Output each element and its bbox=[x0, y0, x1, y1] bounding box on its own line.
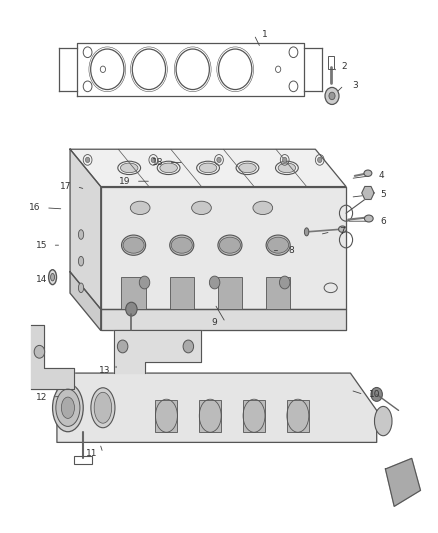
Circle shape bbox=[283, 157, 287, 163]
Text: 1: 1 bbox=[262, 30, 268, 39]
Bar bbox=[199, 400, 221, 432]
Ellipse shape bbox=[218, 235, 242, 255]
Ellipse shape bbox=[78, 230, 84, 239]
Ellipse shape bbox=[304, 228, 309, 236]
Ellipse shape bbox=[123, 237, 144, 253]
Text: 4: 4 bbox=[378, 172, 384, 180]
Ellipse shape bbox=[364, 215, 373, 222]
Circle shape bbox=[183, 340, 194, 353]
Circle shape bbox=[85, 157, 90, 163]
Circle shape bbox=[126, 302, 137, 316]
Ellipse shape bbox=[78, 256, 84, 266]
Ellipse shape bbox=[253, 201, 272, 215]
Text: 2: 2 bbox=[341, 62, 346, 71]
Ellipse shape bbox=[339, 226, 346, 232]
Polygon shape bbox=[70, 149, 101, 309]
Ellipse shape bbox=[94, 392, 112, 423]
Text: 6: 6 bbox=[380, 217, 386, 225]
Circle shape bbox=[209, 276, 220, 289]
Ellipse shape bbox=[268, 237, 289, 253]
Text: 3: 3 bbox=[352, 81, 358, 90]
Polygon shape bbox=[114, 330, 201, 373]
Bar bbox=[170, 277, 194, 309]
Ellipse shape bbox=[78, 283, 84, 293]
Text: 19: 19 bbox=[119, 177, 131, 185]
Polygon shape bbox=[362, 187, 374, 199]
Circle shape bbox=[279, 276, 290, 289]
Ellipse shape bbox=[131, 201, 150, 215]
Bar bbox=[121, 277, 146, 309]
Ellipse shape bbox=[91, 388, 115, 427]
Bar bbox=[266, 277, 290, 309]
Ellipse shape bbox=[56, 389, 80, 426]
Circle shape bbox=[318, 157, 322, 163]
Ellipse shape bbox=[219, 237, 240, 253]
Text: 18: 18 bbox=[152, 158, 163, 167]
Polygon shape bbox=[70, 272, 101, 330]
Ellipse shape bbox=[171, 237, 192, 253]
Ellipse shape bbox=[53, 384, 83, 432]
Text: 14: 14 bbox=[36, 276, 47, 284]
Text: 11: 11 bbox=[86, 449, 98, 457]
Polygon shape bbox=[101, 309, 346, 330]
Circle shape bbox=[329, 92, 335, 100]
Circle shape bbox=[151, 157, 155, 163]
Circle shape bbox=[371, 387, 382, 401]
Ellipse shape bbox=[49, 270, 57, 285]
Ellipse shape bbox=[374, 406, 392, 436]
Polygon shape bbox=[70, 149, 346, 187]
Text: 10: 10 bbox=[369, 390, 380, 399]
Ellipse shape bbox=[192, 201, 211, 215]
Ellipse shape bbox=[170, 235, 194, 255]
Ellipse shape bbox=[160, 163, 177, 173]
Ellipse shape bbox=[266, 235, 290, 255]
Ellipse shape bbox=[199, 163, 217, 173]
Circle shape bbox=[117, 340, 128, 353]
Bar bbox=[155, 400, 177, 432]
Ellipse shape bbox=[121, 235, 145, 255]
Circle shape bbox=[139, 276, 150, 289]
Polygon shape bbox=[385, 458, 420, 506]
Text: 13: 13 bbox=[99, 366, 111, 375]
Circle shape bbox=[325, 87, 339, 104]
Text: 12: 12 bbox=[36, 393, 47, 401]
Circle shape bbox=[217, 157, 221, 163]
Ellipse shape bbox=[364, 170, 372, 176]
Ellipse shape bbox=[120, 163, 138, 173]
Text: 17: 17 bbox=[60, 182, 71, 191]
Polygon shape bbox=[31, 325, 74, 389]
Text: 7: 7 bbox=[339, 228, 345, 236]
Text: 5: 5 bbox=[380, 190, 386, 199]
Ellipse shape bbox=[239, 163, 256, 173]
Ellipse shape bbox=[278, 163, 296, 173]
Text: 8: 8 bbox=[288, 246, 294, 255]
Polygon shape bbox=[57, 373, 377, 442]
Text: 9: 9 bbox=[212, 318, 218, 327]
Ellipse shape bbox=[61, 397, 74, 418]
Bar bbox=[287, 400, 309, 432]
Text: 15: 15 bbox=[36, 241, 47, 249]
Circle shape bbox=[34, 345, 45, 358]
Bar bbox=[243, 400, 265, 432]
Text: 16: 16 bbox=[29, 204, 41, 212]
Ellipse shape bbox=[50, 273, 54, 281]
Bar bbox=[218, 277, 242, 309]
Polygon shape bbox=[101, 187, 346, 309]
